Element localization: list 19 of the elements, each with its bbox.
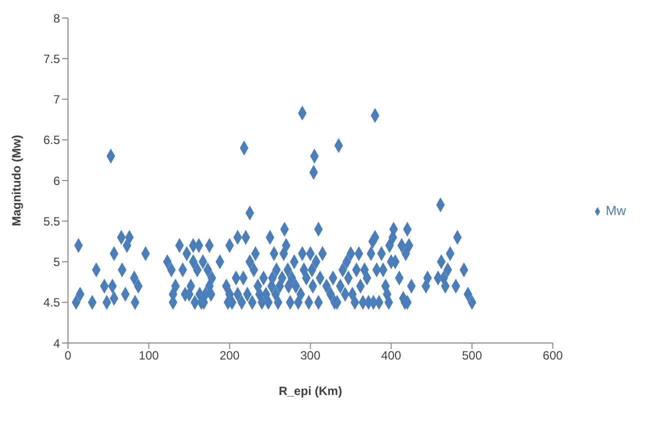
x-tick-label: 400 [381, 348, 402, 363]
y-tick-label: 7 [53, 92, 60, 107]
y-tick-label: 6.5 [43, 133, 60, 148]
x-tick-label: 100 [138, 348, 160, 363]
y-tick-label: 8 [53, 11, 60, 26]
x-tick-label: 0 [64, 348, 72, 363]
y-tick-label: 5 [53, 255, 60, 270]
x-tick-label: 500 [462, 348, 482, 363]
y-axis-title: Magnitudo (Mw) [9, 134, 24, 226]
legend-label: Mw [606, 203, 626, 218]
y-tick-label: 4 [53, 336, 60, 350]
y-tick-label: 4.5 [43, 296, 60, 310]
x-tick-label: 200 [220, 348, 240, 363]
x-tick-label: 300 [300, 348, 321, 363]
y-tick-label: 5.5 [43, 214, 60, 228]
y-tick-label: 7.5 [43, 52, 60, 66]
x-axis-title: R_epi (Km) [278, 384, 342, 398]
x-tick-label: 600 [542, 348, 564, 363]
y-tick-label: 6 [53, 174, 60, 188]
